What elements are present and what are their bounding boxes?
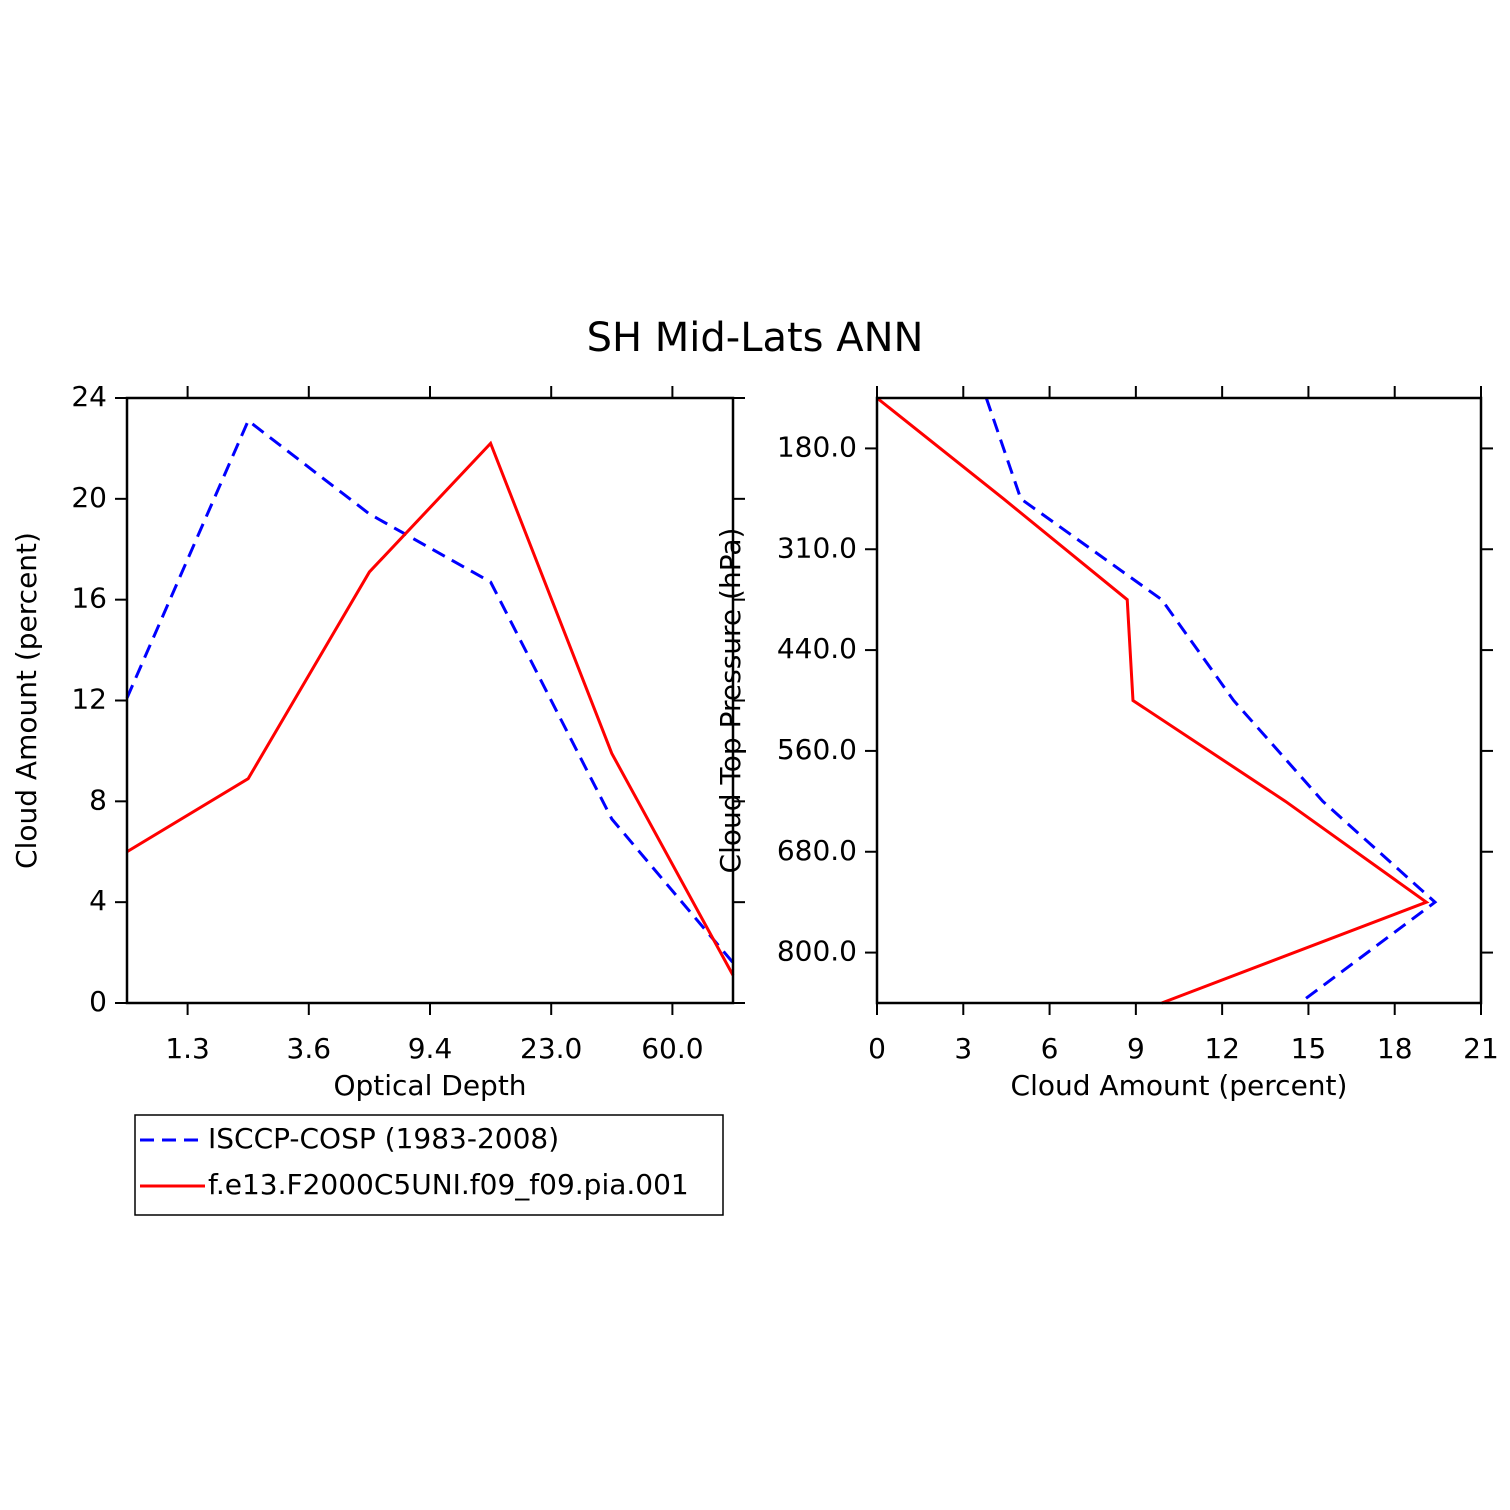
series-line: [126, 440, 735, 976]
y-tick-label: 20: [71, 481, 107, 514]
x-tick-label: 23.0: [520, 1032, 582, 1065]
legend-box: [134, 1114, 724, 1216]
y-tick-label: 12: [71, 683, 107, 716]
x-axis-label: Cloud Amount (percent): [1011, 1069, 1348, 1102]
x-tick-label: 3.6: [287, 1032, 332, 1065]
x-tick-label: 12: [1204, 1032, 1240, 1065]
figure-title: SH Mid-Lats ANN: [587, 315, 924, 361]
x-tick-label: 18: [1377, 1032, 1413, 1065]
y-axis-label: Cloud Top Pressure (hPa): [714, 528, 747, 874]
legend-label: ISCCP-COSP (1983-2008): [208, 1122, 559, 1155]
y-tick-label: 180.0: [777, 430, 857, 463]
x-axis-label: Optical Depth: [333, 1069, 526, 1102]
y-tick-label: 680.0: [777, 834, 857, 867]
x-tick-label: 21: [1463, 1032, 1499, 1065]
x-tick-label: 9: [1127, 1032, 1145, 1065]
y-tick-label: 560.0: [777, 733, 857, 766]
y-tick-label: 4: [89, 884, 107, 917]
plot-frame: [125, 396, 735, 1005]
series-line: [125, 418, 735, 964]
x-tick-label: 6: [1041, 1032, 1059, 1065]
series-line: [876, 396, 1430, 1005]
legend-label: f.e13.F2000C5UNI.f09_f09.pia.001: [208, 1168, 689, 1201]
x-tick-label: 15: [1291, 1032, 1327, 1065]
y-tick-label: 440.0: [777, 632, 857, 665]
x-tick-label: 1.3: [165, 1032, 210, 1065]
series-line: [984, 397, 1438, 1005]
y-axis-label: Cloud Amount (percent): [10, 532, 43, 869]
x-tick-label: 0: [868, 1032, 886, 1065]
y-tick-label: 800.0: [777, 935, 857, 968]
x-tick-label: 60.0: [641, 1032, 703, 1065]
y-tick-label: 0: [89, 985, 107, 1018]
y-tick-label: 16: [71, 582, 107, 615]
x-tick-label: 3: [954, 1032, 972, 1065]
y-tick-label: 310.0: [777, 531, 857, 564]
plot-frame: [875, 396, 1483, 1005]
y-tick-label: 8: [89, 783, 107, 816]
y-tick-label: 24: [71, 380, 107, 413]
x-tick-label: 9.4: [408, 1032, 453, 1065]
